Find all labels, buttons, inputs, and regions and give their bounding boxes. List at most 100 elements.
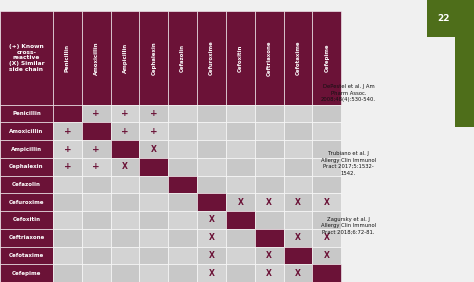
Bar bbox=[82, 11, 110, 105]
Bar bbox=[139, 105, 168, 122]
Bar bbox=[139, 158, 168, 176]
Text: Penicillin: Penicillin bbox=[12, 111, 41, 116]
Text: X: X bbox=[295, 233, 301, 242]
Bar bbox=[82, 105, 110, 122]
Bar bbox=[139, 211, 168, 229]
Text: X: X bbox=[237, 198, 243, 207]
Text: DePestel et al. J Am
Pharm Assoc.
2008;48(4):530-540.: DePestel et al. J Am Pharm Assoc. 2008;4… bbox=[321, 84, 376, 102]
Bar bbox=[53, 193, 82, 211]
Bar bbox=[226, 176, 255, 193]
Text: Ampicillin: Ampicillin bbox=[11, 147, 42, 151]
Text: +: + bbox=[150, 109, 158, 118]
Bar bbox=[312, 229, 341, 246]
Bar bbox=[226, 193, 255, 211]
Text: Penicillin: Penicillin bbox=[65, 44, 70, 72]
Text: Cefazolin: Cefazolin bbox=[180, 44, 185, 72]
Text: +: + bbox=[92, 144, 100, 153]
Bar bbox=[110, 176, 139, 193]
Bar bbox=[312, 11, 341, 105]
Bar bbox=[0, 211, 53, 229]
Bar bbox=[255, 105, 283, 122]
Bar bbox=[168, 140, 197, 158]
Bar bbox=[110, 122, 139, 140]
Text: X: X bbox=[209, 251, 214, 260]
Text: X: X bbox=[266, 198, 272, 207]
Bar bbox=[0, 193, 53, 211]
Bar bbox=[110, 229, 139, 246]
Bar bbox=[53, 246, 82, 264]
Bar bbox=[110, 105, 139, 122]
Bar bbox=[82, 140, 110, 158]
Bar bbox=[197, 140, 226, 158]
Bar bbox=[82, 246, 110, 264]
Text: X: X bbox=[295, 269, 301, 278]
Text: +: + bbox=[121, 109, 129, 118]
Text: X: X bbox=[209, 269, 214, 278]
Bar bbox=[197, 264, 226, 282]
Bar bbox=[226, 264, 255, 282]
Bar bbox=[312, 140, 341, 158]
Bar bbox=[110, 193, 139, 211]
Bar bbox=[255, 11, 283, 105]
Bar bbox=[168, 264, 197, 282]
Bar bbox=[255, 229, 283, 246]
Text: +: + bbox=[150, 127, 158, 136]
Bar bbox=[255, 264, 283, 282]
Bar bbox=[0, 105, 53, 122]
Text: Ceftriaxone: Ceftriaxone bbox=[267, 40, 272, 76]
Text: Amoxicillin: Amoxicillin bbox=[94, 41, 99, 75]
Bar bbox=[139, 140, 168, 158]
Text: Ampicillin: Ampicillin bbox=[122, 43, 128, 73]
Bar bbox=[53, 11, 82, 105]
Text: 22: 22 bbox=[437, 14, 449, 23]
Bar bbox=[139, 193, 168, 211]
Bar bbox=[197, 176, 226, 193]
Bar bbox=[139, 122, 168, 140]
Bar bbox=[255, 176, 283, 193]
Bar bbox=[197, 193, 226, 211]
Bar bbox=[312, 105, 341, 122]
Bar bbox=[283, 211, 312, 229]
Text: X: X bbox=[122, 162, 128, 171]
Bar bbox=[283, 246, 312, 264]
Bar bbox=[168, 229, 197, 246]
Bar bbox=[226, 229, 255, 246]
Bar bbox=[427, 0, 474, 37]
Bar bbox=[110, 264, 139, 282]
Bar bbox=[82, 176, 110, 193]
Bar bbox=[226, 246, 255, 264]
Bar bbox=[312, 193, 341, 211]
Bar bbox=[226, 11, 255, 105]
Text: Trubiano et al. J
Allergy Clin Immunol
Pract 2017;5:1532-
1542.: Trubiano et al. J Allergy Clin Immunol P… bbox=[321, 151, 376, 176]
Bar bbox=[168, 211, 197, 229]
Bar bbox=[82, 211, 110, 229]
Bar bbox=[53, 229, 82, 246]
Bar bbox=[0, 246, 53, 264]
Bar bbox=[226, 105, 255, 122]
Bar bbox=[110, 246, 139, 264]
Bar bbox=[139, 246, 168, 264]
Bar bbox=[226, 122, 255, 140]
Bar bbox=[255, 193, 283, 211]
Bar bbox=[82, 229, 110, 246]
Text: Cefuroxime: Cefuroxime bbox=[209, 41, 214, 75]
Bar bbox=[139, 11, 168, 105]
Text: X: X bbox=[151, 144, 157, 153]
Bar bbox=[82, 122, 110, 140]
Bar bbox=[110, 158, 139, 176]
Text: +: + bbox=[64, 162, 71, 171]
Bar bbox=[53, 158, 82, 176]
Text: X: X bbox=[295, 198, 301, 207]
Text: X: X bbox=[266, 251, 272, 260]
Bar bbox=[197, 122, 226, 140]
Text: Amoxicillin: Amoxicillin bbox=[9, 129, 44, 134]
Bar bbox=[0, 140, 53, 158]
Bar bbox=[168, 176, 197, 193]
Bar bbox=[283, 158, 312, 176]
Bar bbox=[255, 246, 283, 264]
Text: +: + bbox=[64, 127, 71, 136]
Text: Cephalexin: Cephalexin bbox=[151, 41, 156, 75]
Bar bbox=[0, 229, 53, 246]
Bar bbox=[283, 140, 312, 158]
Bar bbox=[312, 264, 341, 282]
